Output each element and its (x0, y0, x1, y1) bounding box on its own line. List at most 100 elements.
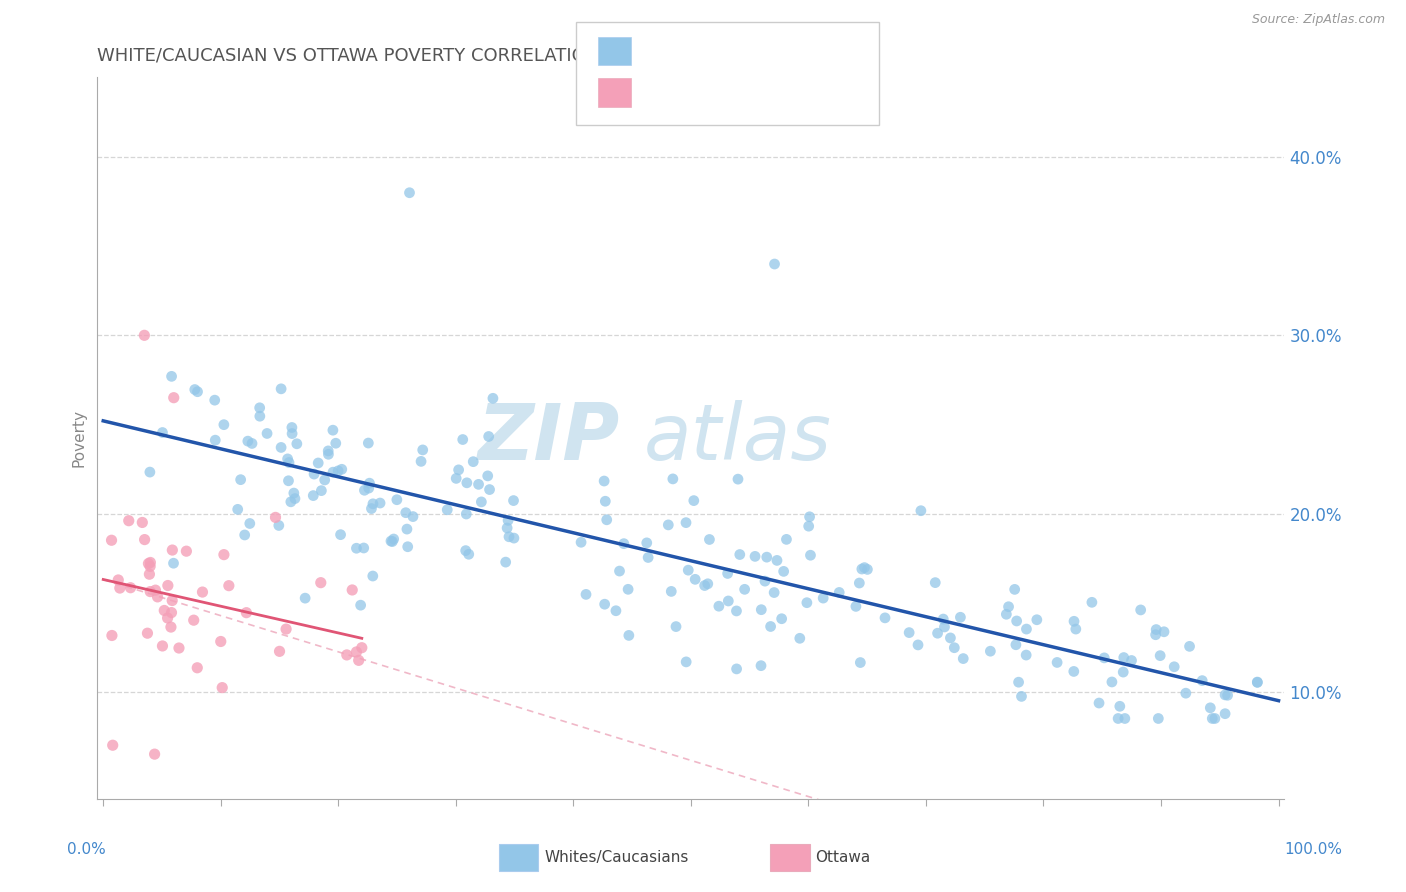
Point (326, 464, 349, 478)
Point (239, 516, 262, 531)
Point (636, 536, 658, 550)
Point (749, 658, 772, 673)
Point (613, 536, 636, 550)
Point (593, 597, 616, 611)
Point (139, 556, 162, 570)
Point (595, 494, 617, 508)
Point (342, 582, 364, 597)
Point (848, 576, 870, 591)
Point (797, 519, 820, 533)
Point (637, 550, 659, 565)
Point (447, 463, 470, 477)
Point (744, 549, 766, 564)
Point (353, 541, 375, 555)
Point (799, 509, 821, 524)
Point (101, 738, 124, 752)
Point (1201, 711, 1223, 725)
Point (1107, 711, 1129, 725)
Point (1147, 711, 1170, 725)
Point (1046, 656, 1069, 670)
Point (396, 540, 419, 554)
Point (1129, 603, 1152, 617)
Point (284, 491, 307, 506)
Point (368, 496, 391, 510)
Point (269, 644, 291, 658)
Point (256, 426, 278, 441)
Point (617, 582, 640, 597)
Point (755, 550, 778, 565)
Point (136, 626, 159, 640)
Point (143, 747, 166, 761)
Point (311, 483, 333, 498)
Point (979, 644, 1001, 658)
Text: Source: ZipAtlas.com: Source: ZipAtlas.com (1251, 13, 1385, 27)
Point (167, 640, 190, 655)
Point (477, 468, 499, 483)
Point (849, 656, 872, 670)
Text: ZIP: ZIP (478, 400, 620, 475)
Point (796, 596, 818, 610)
Y-axis label: Poverty: Poverty (72, 409, 86, 467)
Point (270, 441, 292, 455)
Point (997, 599, 1019, 614)
Point (1163, 660, 1185, 674)
Point (249, 401, 271, 415)
Point (240, 436, 263, 450)
Point (270, 382, 292, 396)
Point (350, 640, 373, 655)
Point (156, 611, 179, 625)
Point (699, 533, 721, 547)
Text: N = 200: N = 200 (769, 42, 849, 60)
Point (186, 384, 208, 399)
Point (995, 607, 1018, 622)
Point (162, 556, 184, 570)
Text: 100.0%: 100.0% (1285, 842, 1343, 856)
Point (1025, 613, 1047, 627)
Point (152, 425, 174, 440)
Point (770, 612, 793, 626)
Point (267, 518, 290, 533)
Point (1004, 582, 1026, 597)
Point (101, 628, 124, 642)
Point (898, 625, 921, 640)
Point (1246, 675, 1268, 690)
Point (212, 417, 235, 432)
Point (302, 467, 325, 481)
Point (1064, 622, 1087, 636)
Point (952, 651, 974, 665)
Point (314, 473, 336, 487)
Point (186, 661, 208, 675)
Point (939, 631, 962, 645)
Point (456, 475, 478, 490)
Point (1199, 701, 1222, 715)
Point (357, 436, 380, 450)
Point (134, 533, 156, 547)
Point (1112, 665, 1135, 679)
Point (226, 502, 249, 516)
Point (359, 476, 381, 491)
Point (283, 486, 305, 500)
Point (828, 585, 851, 599)
Point (325, 436, 347, 450)
Point (349, 598, 371, 612)
Point (395, 522, 418, 536)
Point (851, 562, 873, 576)
Point (482, 392, 505, 406)
Point (100, 533, 122, 548)
Text: 0.0%: 0.0% (67, 842, 107, 856)
Point (853, 560, 876, 574)
Point (176, 544, 198, 558)
Point (235, 606, 257, 620)
Point (1144, 623, 1167, 637)
Point (1216, 688, 1239, 702)
Point (675, 516, 697, 530)
Point (696, 576, 718, 591)
Point (657, 517, 679, 532)
Point (451, 433, 474, 447)
Point (478, 429, 501, 443)
Point (1114, 711, 1136, 725)
Point (1112, 650, 1135, 665)
Text: R = -0.102: R = -0.102 (640, 84, 730, 102)
Point (107, 573, 129, 587)
Point (108, 581, 131, 595)
